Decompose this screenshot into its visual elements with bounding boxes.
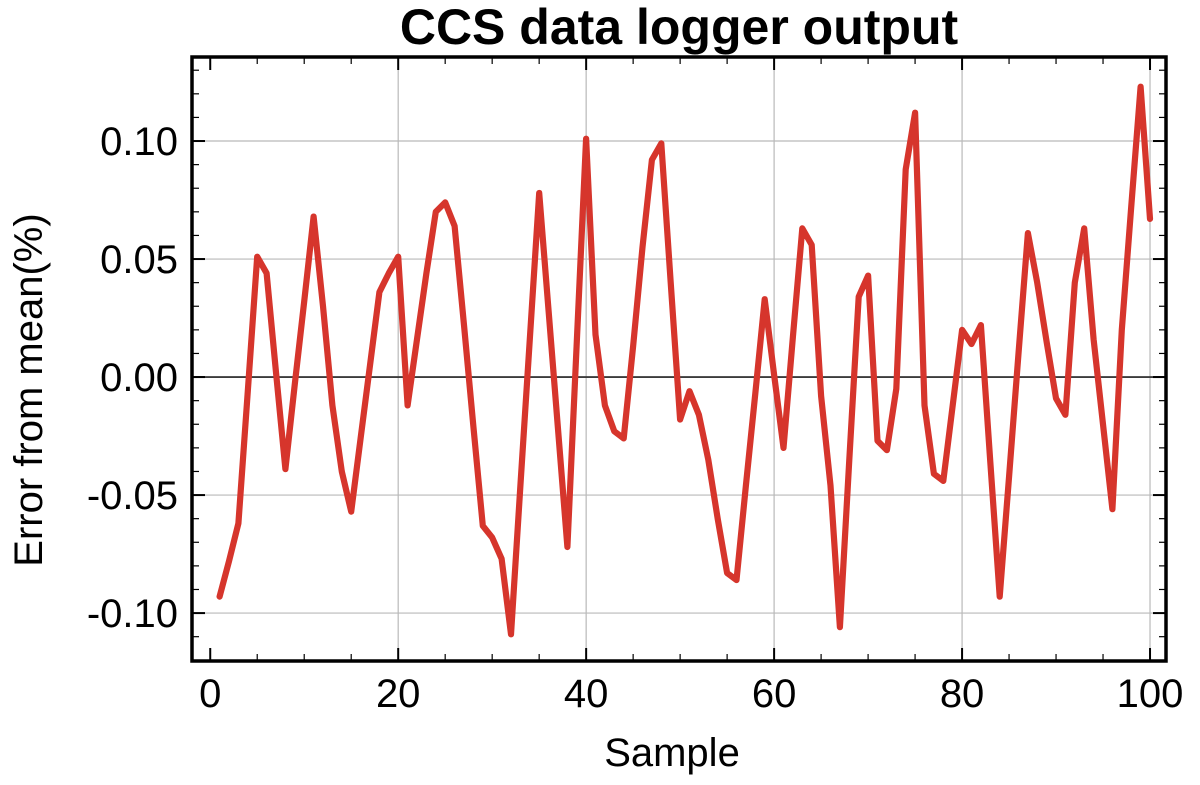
plot-frame xyxy=(190,55,1168,663)
y-tick-label: 0.05 xyxy=(100,238,178,282)
x-tick-label: 60 xyxy=(752,672,797,716)
x-tick-label: 40 xyxy=(564,672,609,716)
x-tick-label: 100 xyxy=(1117,672,1184,716)
y-tick-label: -0.10 xyxy=(87,592,178,636)
x-tick-label: 20 xyxy=(376,672,421,716)
data-line xyxy=(216,83,1154,638)
x-tick-label: 80 xyxy=(940,672,985,716)
chart-title: CCS data logger output xyxy=(400,0,959,55)
x-axis-label: Sample xyxy=(604,731,740,775)
y-tick-label: 0.10 xyxy=(100,120,178,164)
tick-marks xyxy=(192,57,1166,661)
y-tick-label: 0.00 xyxy=(100,356,178,400)
y-tick-label: -0.05 xyxy=(87,474,178,518)
x-tick-label: 0 xyxy=(199,672,221,716)
tick-labels: 0 20 40 60 80 100 0.10 0.05 0.00 -0.05 -0.10 xyxy=(87,120,1184,716)
data-series xyxy=(216,83,1154,638)
plot-frame-group xyxy=(190,55,1168,663)
y-axis-label: Error from mean(%) xyxy=(7,213,51,566)
